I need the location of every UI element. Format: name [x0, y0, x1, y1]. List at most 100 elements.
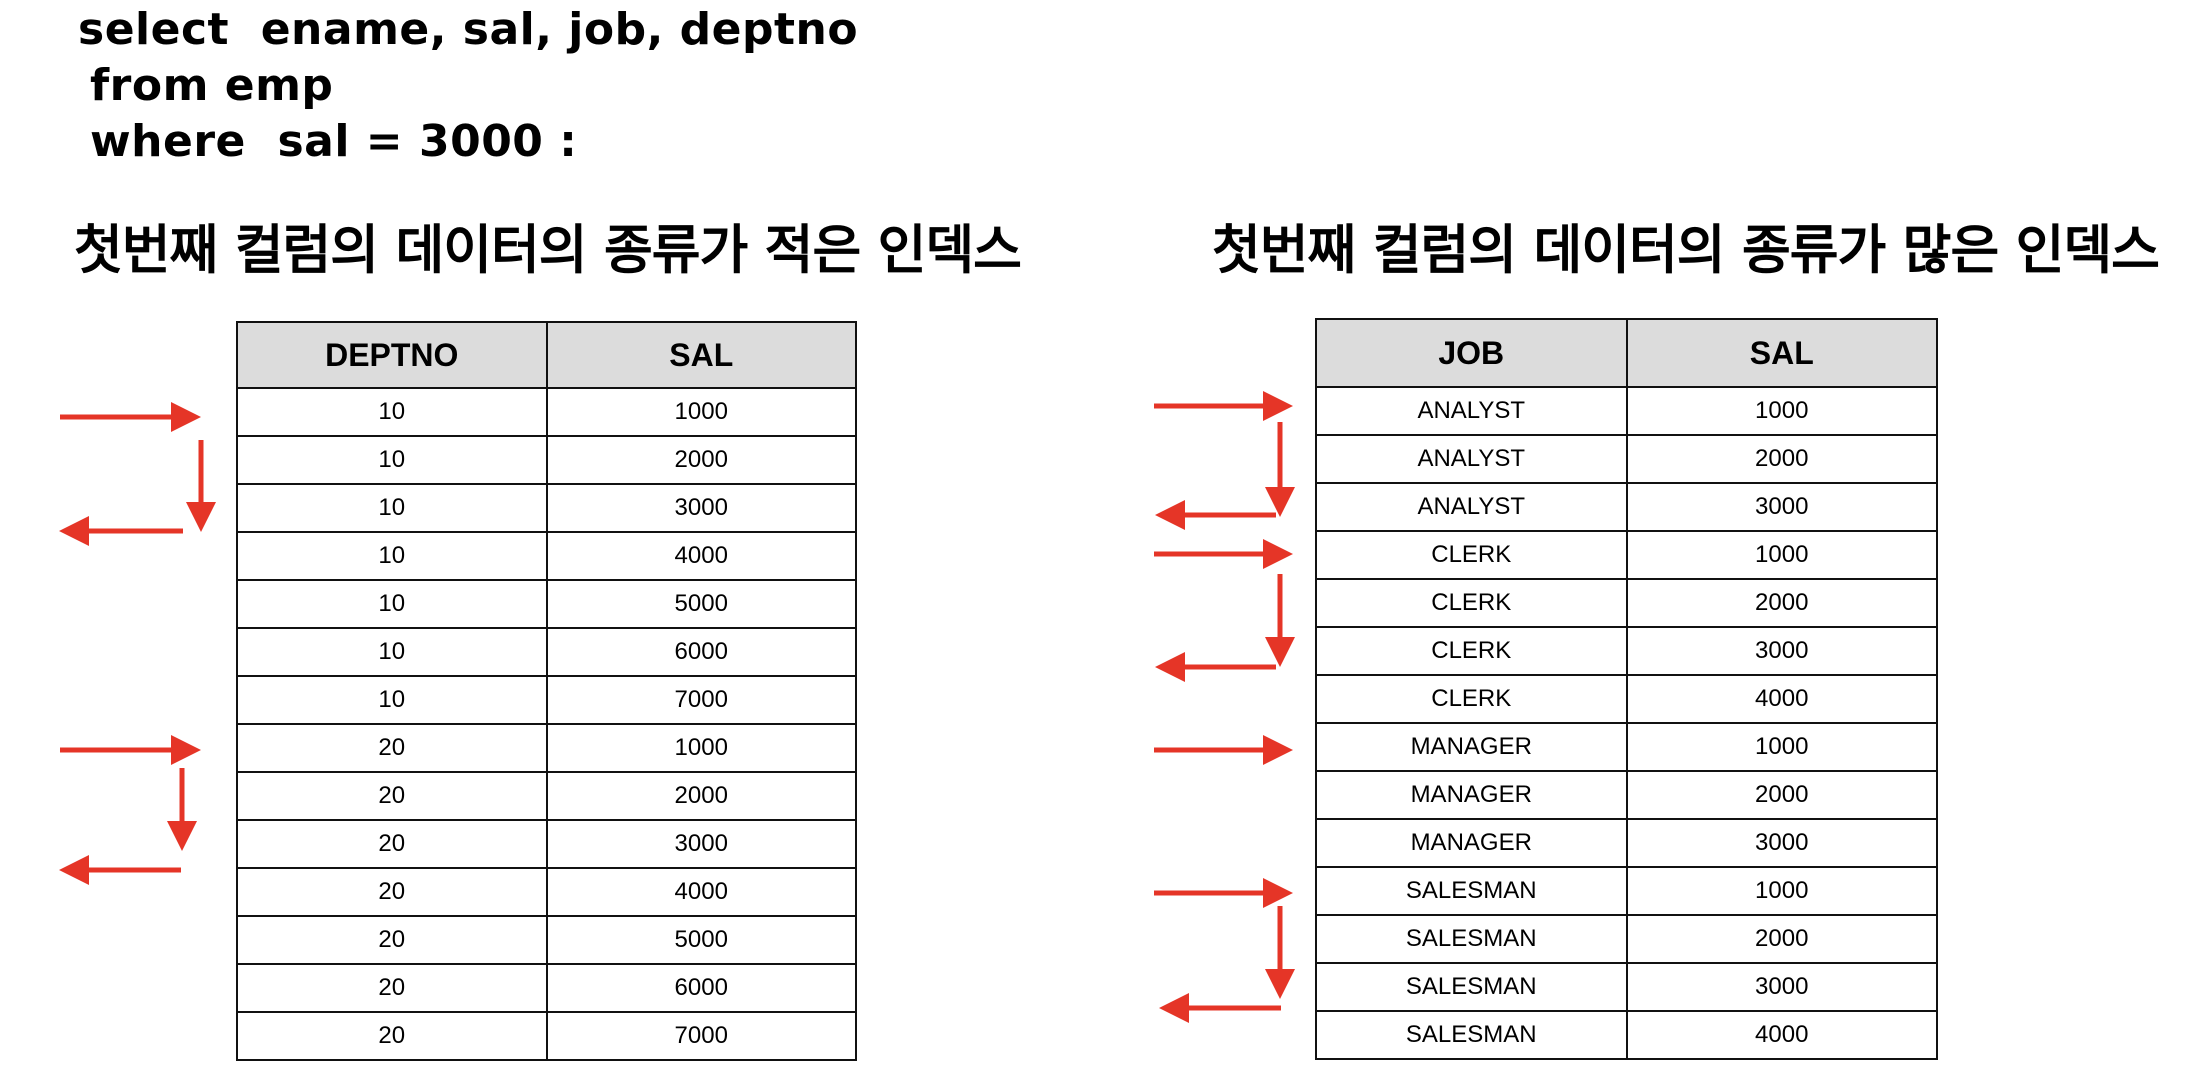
table-row: 10 6000: [236, 627, 857, 677]
table-cell: CLERK: [1315, 578, 1628, 628]
table-cell: 20: [236, 915, 548, 965]
sql-where-line: where sal = 3000 :: [90, 116, 578, 167]
right-scan-salesman: [1154, 878, 1295, 1023]
column-header: JOB: [1315, 318, 1628, 388]
table-cell: 1000: [1625, 722, 1938, 772]
left-scan-deptno-10: [59, 402, 216, 546]
table-row: ANALYST 1000: [1315, 386, 1938, 436]
table-row: CLERK 2000: [1315, 578, 1938, 628]
table-cell: 20: [236, 867, 548, 917]
table-row: 20 6000: [236, 963, 857, 1013]
table-row: ANALYST 3000: [1315, 482, 1938, 532]
right-scan-analyst: [1154, 391, 1295, 530]
table-row: MANAGER 2000: [1315, 770, 1938, 820]
table-cell: 1000: [545, 723, 857, 773]
table-row: SALESMAN 2000: [1315, 914, 1938, 964]
table-row: CLERK 1000: [1315, 530, 1938, 580]
table-cell: 10: [236, 387, 548, 437]
table-cell: ANALYST: [1315, 434, 1628, 484]
table-cell: 3000: [1625, 818, 1938, 868]
table-cell: 10: [236, 435, 548, 485]
table-cell: ANALYST: [1315, 386, 1628, 436]
left-index-table: DEPTNO SAL 10 1000 10 2000 10 3000 10 4000 10 5000…: [236, 321, 857, 1061]
sql-select-line: select ename, sal, job, deptno: [78, 4, 859, 55]
right-index-heading: 첫번째 컬럼의 데이터의 종류가 많은 인덱스: [1212, 220, 2160, 281]
left-index-heading: 첫번째 컬럼의 데이터의 종류가 적은 인덱스: [74, 220, 1022, 281]
table-cell: SALESMAN: [1315, 1010, 1628, 1060]
left-index-header-row: DEPTNO SAL: [236, 321, 857, 389]
table-cell: 10: [236, 531, 548, 581]
table-cell: 20: [236, 819, 548, 869]
table-row: 10 2000: [236, 435, 857, 485]
table-cell: SALESMAN: [1315, 962, 1628, 1012]
table-cell: MANAGER: [1315, 722, 1628, 772]
table-cell: 20: [236, 771, 548, 821]
table-cell: MANAGER: [1315, 770, 1628, 820]
table-cell: 20: [236, 1011, 548, 1061]
column-header: SAL: [545, 321, 857, 389]
table-cell: 2000: [545, 771, 857, 821]
table-cell: 1000: [545, 387, 857, 437]
table-cell: 3000: [545, 483, 857, 533]
right-index-header-row: JOB SAL: [1315, 318, 1938, 388]
table-row: 20 4000: [236, 867, 857, 917]
table-cell: 2000: [1625, 578, 1938, 628]
table-cell: 2000: [1625, 914, 1938, 964]
table-cell: 2000: [545, 435, 857, 485]
table-row: SALESMAN 1000: [1315, 866, 1938, 916]
table-row: 10 1000: [236, 387, 857, 437]
table-cell: 2000: [1625, 434, 1938, 484]
right-scan-clerk: [1154, 539, 1295, 682]
table-cell: 7000: [545, 675, 857, 725]
table-cell: 4000: [545, 867, 857, 917]
table-cell: 3000: [545, 819, 857, 869]
table-cell: 4000: [545, 531, 857, 581]
table-cell: CLERK: [1315, 626, 1628, 676]
table-row: CLERK 4000: [1315, 674, 1938, 724]
table-row: 10 7000: [236, 675, 857, 725]
table-cell: ANALYST: [1315, 482, 1628, 532]
table-cell: 6000: [545, 627, 857, 677]
table-cell: 1000: [1625, 386, 1938, 436]
table-row: 10 5000: [236, 579, 857, 629]
table-row: 20 1000: [236, 723, 857, 773]
table-cell: CLERK: [1315, 530, 1628, 580]
table-cell: 3000: [1625, 626, 1938, 676]
table-cell: 4000: [1625, 1010, 1938, 1060]
table-cell: 4000: [1625, 674, 1938, 724]
right-index-table: JOB SAL ANALYST 1000 ANALYST 2000 ANALYST 3000…: [1315, 318, 1938, 1060]
column-header: DEPTNO: [236, 321, 548, 389]
table-cell: SALESMAN: [1315, 866, 1628, 916]
table-cell: 5000: [545, 579, 857, 629]
table-cell: 10: [236, 675, 548, 725]
table-cell: 1000: [1625, 530, 1938, 580]
table-cell: 2000: [1625, 770, 1938, 820]
table-cell: 3000: [1625, 962, 1938, 1012]
table-cell: SALESMAN: [1315, 914, 1628, 964]
table-cell: 3000: [1625, 482, 1938, 532]
table-row: 10 3000: [236, 483, 857, 533]
table-cell: 10: [236, 627, 548, 677]
table-row: 20 5000: [236, 915, 857, 965]
table-cell: 20: [236, 723, 548, 773]
table-row: ANALYST 2000: [1315, 434, 1938, 484]
left-scan-deptno-20: [59, 735, 201, 885]
table-row: 20 7000: [236, 1011, 857, 1061]
table-cell: 6000: [545, 963, 857, 1013]
table-cell: MANAGER: [1315, 818, 1628, 868]
table-cell: CLERK: [1315, 674, 1628, 724]
column-header: SAL: [1625, 318, 1938, 388]
table-row: SALESMAN 4000: [1315, 1010, 1938, 1060]
table-cell: 5000: [545, 915, 857, 965]
table-row: MANAGER 1000: [1315, 722, 1938, 772]
table-row: 20 3000: [236, 819, 857, 869]
table-row: 10 4000: [236, 531, 857, 581]
table-cell: 10: [236, 483, 548, 533]
table-row: MANAGER 3000: [1315, 818, 1938, 868]
sql-from-line: from emp: [90, 60, 334, 111]
table-cell: 20: [236, 963, 548, 1013]
table-row: 20 2000: [236, 771, 857, 821]
table-row: SALESMAN 3000: [1315, 962, 1938, 1012]
table-cell: 1000: [1625, 866, 1938, 916]
